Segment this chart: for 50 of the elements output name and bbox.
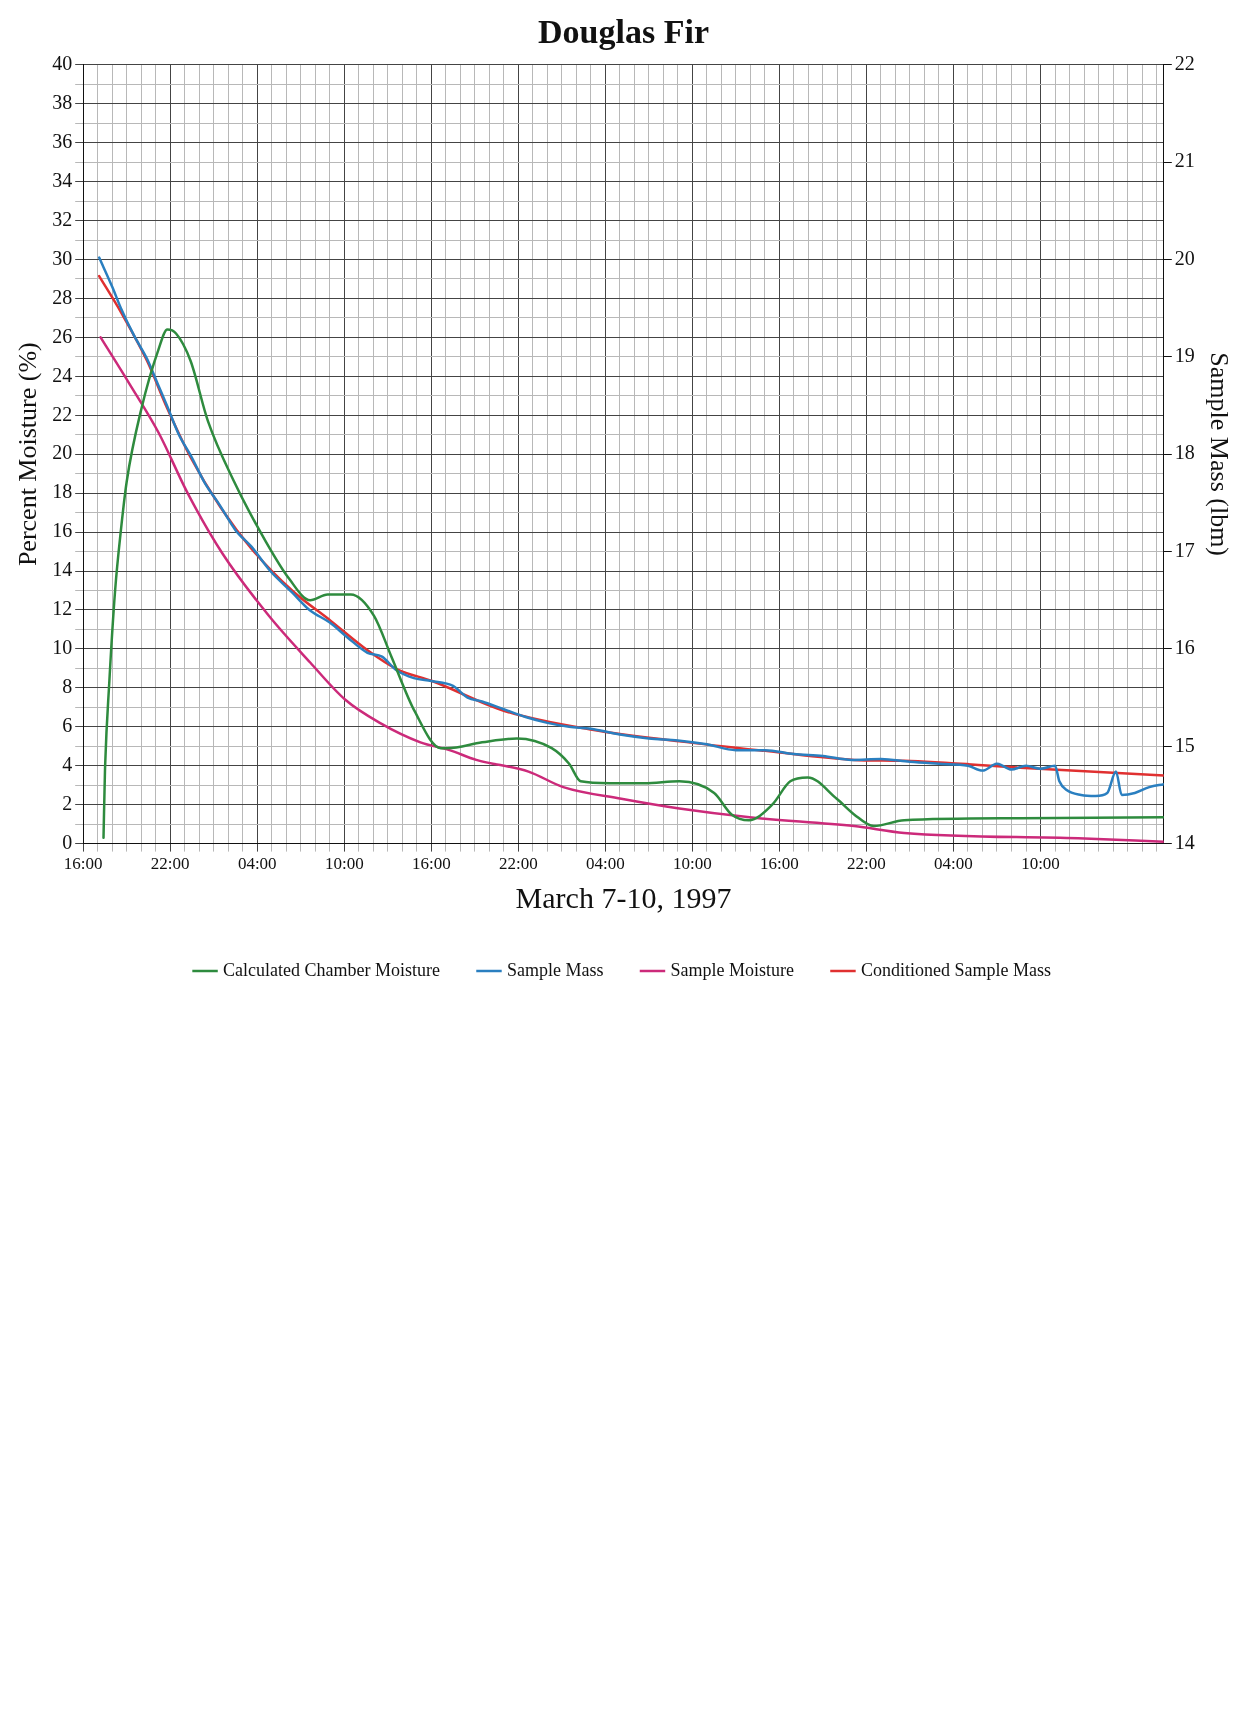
y-tick-label: 28	[52, 285, 73, 308]
x-tick-label: 04:00	[934, 854, 973, 874]
y-tick-label: 12	[52, 597, 73, 620]
legend-label: Sample Mass	[506, 959, 604, 980]
y-tick-label: 26	[52, 324, 73, 347]
y2-axis-title: Sample Mass (lbm)	[1204, 352, 1234, 557]
y-tick-label: 2	[62, 791, 73, 814]
x-tick-label: 10:00	[324, 854, 364, 874]
x-tick-label: 22:00	[498, 854, 538, 874]
y-tick-label: 0	[62, 830, 73, 853]
y-tick-label: 32	[52, 207, 73, 230]
y-tick-label: 6	[62, 714, 73, 737]
x-tick-label: 16:00	[411, 854, 451, 874]
x-tick-label: 22:00	[150, 854, 190, 874]
y-tick-label: 8	[62, 675, 73, 698]
y2-tick-label: 20	[1174, 246, 1195, 269]
y-tick-label: 30	[52, 246, 73, 269]
chart-title: Douglas Fir	[538, 13, 709, 51]
y-tick-label: 38	[52, 90, 73, 113]
y2-tick-label: 17	[1174, 538, 1195, 561]
legend-label: Calculated Chamber Moisture	[223, 959, 440, 980]
y2-tick-label: 18	[1174, 441, 1195, 464]
y2-tick-label: 22	[1174, 52, 1195, 75]
x-tick-label: 04:00	[586, 854, 625, 874]
x-tick-label: 04:00	[237, 854, 277, 874]
y-tick-label: 16	[52, 519, 73, 542]
y-tick-label: 24	[52, 363, 73, 386]
y2-tick-label: 21	[1174, 149, 1195, 172]
y-tick-label: 14	[52, 558, 73, 581]
y2-tick-label: 19	[1174, 344, 1195, 367]
x-tick-label: 10:00	[1021, 854, 1060, 874]
x-tick-label: 10:00	[673, 854, 712, 874]
x-tick-label: 16:00	[760, 854, 799, 874]
y-axis-title: Percent Moisture (%)	[13, 342, 43, 567]
y2-tick-label: 14	[1174, 830, 1195, 853]
y-tick-label: 40	[52, 52, 73, 75]
y-tick-label: 22	[52, 402, 73, 425]
legend-label: Sample Moisture	[670, 959, 794, 980]
y-tick-label: 18	[52, 480, 73, 503]
y-tick-label: 20	[52, 441, 73, 464]
y-tick-label: 36	[52, 129, 73, 152]
y2-tick-label: 16	[1174, 636, 1195, 659]
y2-tick-label: 15	[1174, 733, 1195, 756]
legend-label: Conditioned Sample Mass	[860, 959, 1051, 980]
x-tick-label: 16:00	[63, 854, 103, 874]
y-tick-label: 10	[52, 636, 73, 659]
x-tick-label: 22:00	[847, 854, 886, 874]
x-axis-title: March 7-10, 1997	[515, 880, 732, 914]
y-tick-label: 4	[62, 752, 73, 775]
y-tick-label: 34	[52, 168, 73, 191]
